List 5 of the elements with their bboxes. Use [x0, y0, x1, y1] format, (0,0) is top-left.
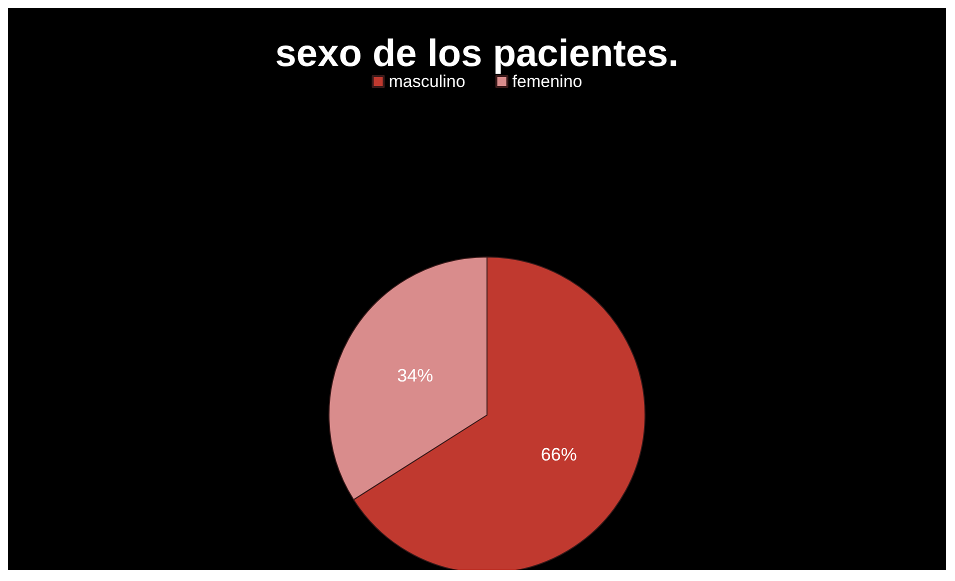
chart-title: sexo de los pacientes. [275, 33, 679, 75]
data-label: 66% [540, 444, 577, 465]
data-label: 34% [397, 365, 434, 386]
legend-label: masculino [388, 72, 466, 91]
legend-label: femenino [512, 72, 582, 91]
